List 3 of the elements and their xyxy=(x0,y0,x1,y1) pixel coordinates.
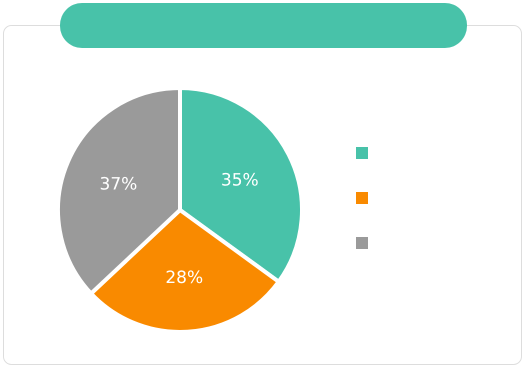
data-label: 28% xyxy=(165,268,204,288)
data-label: 37% xyxy=(100,174,138,194)
data-label: 35% xyxy=(220,170,259,190)
